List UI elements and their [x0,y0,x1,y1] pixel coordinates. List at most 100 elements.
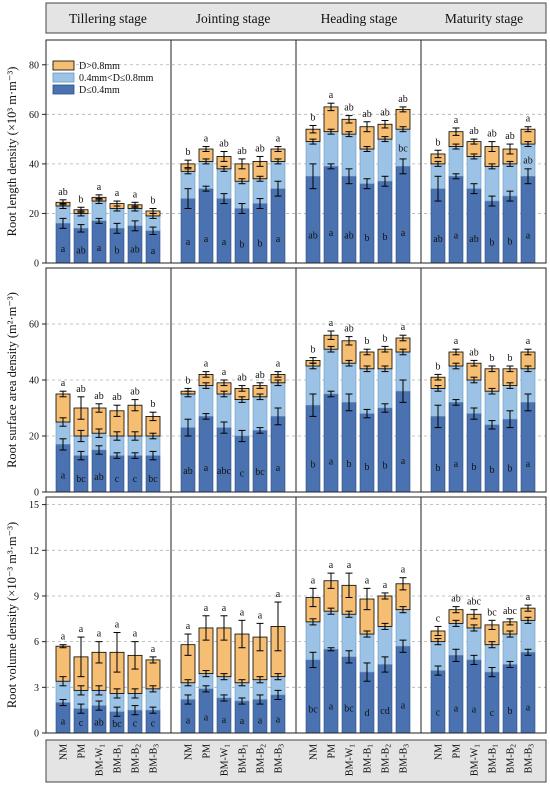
bar-segment-d-le-0.4 [323,393,339,493]
error-bar-top [363,587,371,611]
significance-letter-bottom: a [97,243,102,254]
error-bar-top [202,615,210,641]
x-tick-label: BM-B3 [399,744,411,774]
bar-segment-d-le-0.4 [395,390,411,493]
significance-letter-top: bc [487,607,497,618]
error-bar-bottom [77,450,85,461]
significance-letter-bottom: a [329,228,334,239]
significance-letter-bottom: a [61,471,66,482]
significance-letter-bottom: b [508,464,513,475]
error-bar-bottom [274,689,282,701]
error-bar-bottom [202,413,210,420]
error-bar-top [131,201,139,208]
significance-letter-top: ab [398,94,407,105]
significance-letter-bottom: b [365,462,370,473]
significance-letter-bottom: a [454,703,459,714]
error-bar-bottom [131,705,139,716]
error-bar-bottom [309,393,317,417]
error-bar-bottom [452,399,460,406]
error-bar-middle [77,685,85,696]
error-bar-bottom [59,217,67,229]
significance-letter-bottom: bc [76,474,86,485]
error-bar-bottom [149,706,157,714]
error-bar-top [452,348,460,356]
error-bar-bottom [327,647,335,652]
bar-segment-0.4-0.8 [252,396,268,431]
error-bar-middle [327,345,335,353]
error-bar-top [238,619,246,649]
bar-segment-d-le-0.4 [198,416,214,493]
error-bar-middle [363,146,371,152]
significance-letter-bottom: c [133,474,138,485]
error-bar-middle [309,138,317,145]
significance-letter-bottom: a [151,246,156,257]
error-bar-middle [452,362,460,370]
bar-segment-d-gt-0.8 [484,368,500,392]
significance-letter-top: a [347,560,352,571]
bar-segment-d-le-0.4 [198,688,214,734]
significance-letter-bottom: a [61,716,66,727]
error-bar-bottom [345,650,353,664]
error-bar-bottom [452,173,460,180]
bar-segment-d-le-0.4 [91,449,107,493]
bar-segment-d-le-0.4 [270,188,286,264]
significance-letter-bottom: a [454,231,459,242]
error-bar-bottom [220,193,228,205]
error-bar-bottom [363,408,371,419]
error-bar-top [524,604,532,612]
error-bar-middle [470,376,478,384]
bar-segment-0.4-0.8 [520,620,536,653]
legend-entry: D≤0.4mm [79,85,120,96]
bar-segment-d-le-0.4 [484,671,500,734]
significance-letter-bottom: a [240,716,245,727]
error-bar-top [220,379,228,387]
group-1: a a a c a ab a bc a c a c [55,620,161,734]
bar-segment-d-le-0.4 [216,198,232,264]
significance-letter-top: c [436,613,441,624]
error-bar-top [238,385,246,392]
significance-letter-bottom: a [276,234,281,245]
error-bar-bottom [506,410,514,429]
legend-swatch [52,84,75,95]
error-bar-top [488,619,496,630]
error-bar-middle [256,676,264,684]
x-tick-label: BM-B1 [488,744,500,774]
significance-letter-bottom: c [436,708,441,719]
significance-letter-bottom: a [454,459,459,470]
significance-letter-bottom: a [401,456,406,467]
error-bar-top [184,159,192,169]
error-bar-bottom [220,421,228,434]
treatment-footer-box [45,739,547,783]
error-bar-bottom [524,648,532,656]
panel-3: 0 3 6 9 12 15 Root volume density (×10⁻³ m³·m⁻… [5,496,547,740]
error-bar-middle [184,168,192,175]
error-bar-middle [470,153,478,160]
significance-letter-top: a [204,134,209,145]
error-bar-bottom [59,699,67,707]
significance-letter-top: b [311,345,316,356]
significance-letter-bottom: a [222,715,227,726]
significance-letter-top: a [454,336,459,347]
bar-segment-0.4-0.8 [448,365,464,403]
error-bar-bottom [131,452,139,459]
bar-segment-d-le-0.4 [180,427,196,493]
significance-letter-bottom: a [401,701,406,712]
error-bar-bottom [256,694,264,705]
significance-letter-bottom: a [526,231,531,242]
significance-letter-bottom: a [186,716,191,727]
bar-segment-0.4-0.8 [377,368,393,409]
significance-letter-top: a [526,114,531,125]
error-bar-top [95,403,103,413]
error-bar-middle [381,365,389,373]
error-bar-middle [77,429,85,443]
significance-letter-top: b [490,353,495,364]
significance-letter-top: a [133,629,138,640]
error-bar-middle [113,688,121,699]
error-bar-bottom [488,420,496,430]
error-bar-bottom [95,217,103,224]
error-bar-bottom [113,452,121,459]
error-bar-top [274,371,282,378]
